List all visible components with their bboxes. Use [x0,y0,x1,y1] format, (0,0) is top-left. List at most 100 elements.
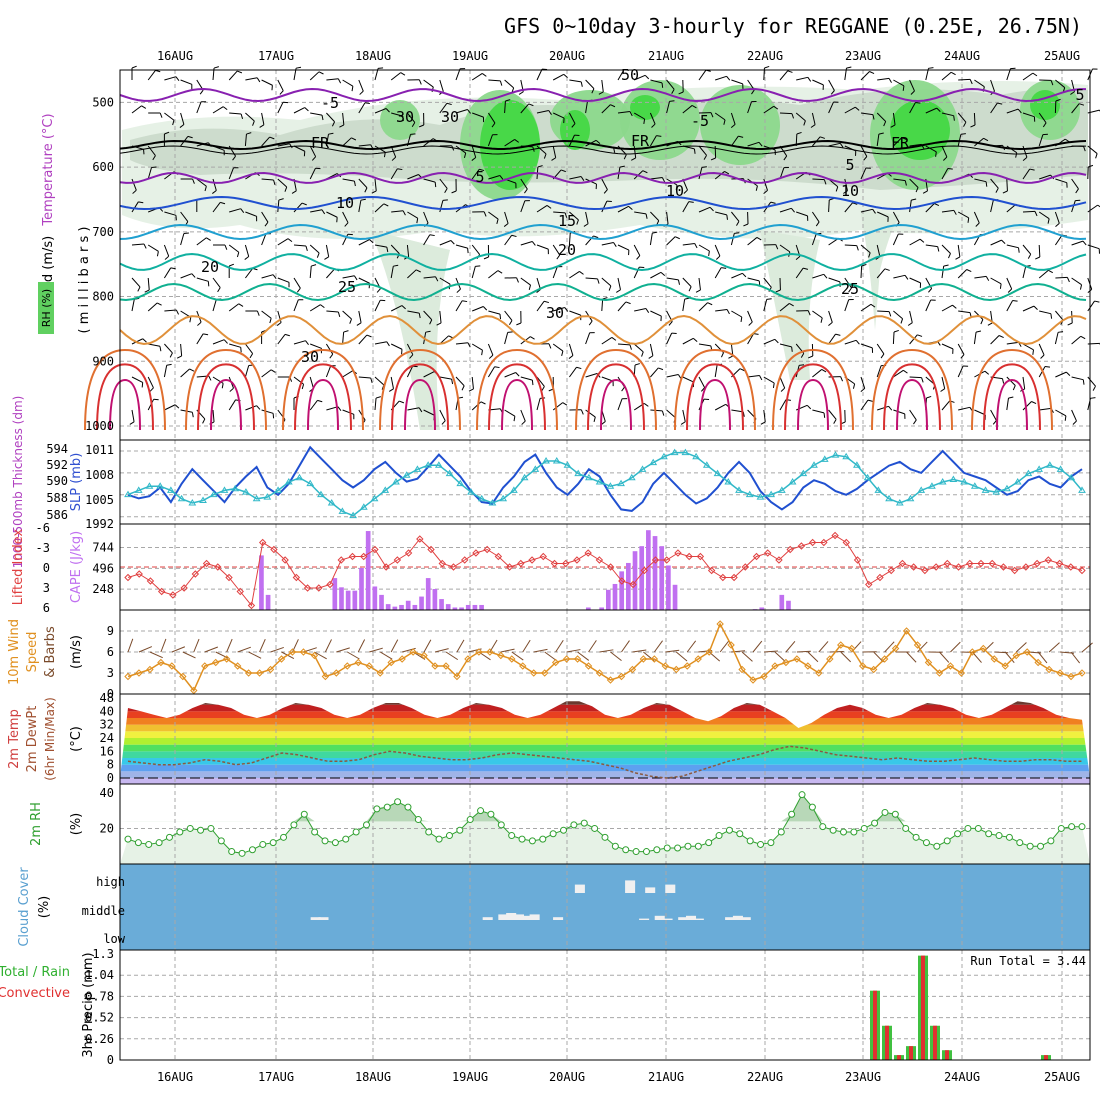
thickness-marker [402,471,411,478]
wind-barb-flag [997,102,1003,105]
wind-barb [536,376,545,387]
wind-barb [131,243,144,246]
wind-barb [325,343,334,355]
wind-barb [488,79,501,82]
wind-barb [439,102,448,114]
lifted-marker [326,580,334,589]
rh-marker [663,844,671,852]
cape-bar [259,555,264,610]
wind-barb [455,300,463,312]
lifted-marker [393,556,402,564]
thickness-line [127,451,1083,517]
wind-barb [147,302,158,312]
wind-barb [812,409,825,414]
wind-barb-flag [284,186,288,192]
wind-barb [488,310,501,315]
wind-barb-flag [791,113,795,119]
wind-barb [245,112,255,122]
wind-barb-flag [1033,305,1038,310]
wind-barb [244,365,250,378]
wind-barb [973,332,977,345]
cape-bar [265,594,271,610]
wind-barb-flag [808,355,814,359]
dewpoint-line [127,745,1082,779]
wind-barb-flag [467,109,471,114]
wind-barb [164,112,175,121]
lifted-marker [921,566,929,575]
wind-barb [439,376,452,380]
wind-barb-flag [491,122,496,128]
minmax-label: (6hr Min/Max) [43,697,57,781]
wind-barb-flag [1058,331,1064,333]
wind-barb [536,145,547,155]
wind-barb [909,277,921,284]
wind-barb [536,398,541,411]
wind-barb-flag [700,387,706,392]
wind-barb-flag [564,212,568,218]
wind-barb-flag [644,74,650,80]
wind-barb [714,112,726,121]
rh-marker [414,816,422,824]
lifted-marker [157,587,166,596]
surface-barb [522,639,531,653]
thickness-marker [820,455,829,462]
wind-barb-flag [755,185,758,191]
surface-barb [577,651,590,661]
wind-barb [714,171,725,180]
rh-marker [124,835,132,843]
wind-barb-flag [164,255,170,260]
wind-barb-flag [229,263,235,267]
wind-barb-flag [613,147,616,153]
wind-barb [925,244,938,248]
cape-bar [352,590,358,610]
lifted-marker [562,559,570,568]
wind-barb [649,233,653,246]
cape-bar [345,590,351,610]
wind-barb-flag [629,111,633,117]
wind-barb [747,277,760,282]
surface-barb [127,638,134,653]
cape-bar [659,546,665,610]
cape-tick-248: 248 [92,582,114,596]
lifted-marker [719,573,727,582]
wind-barb [358,334,368,345]
wind-barb [763,105,775,114]
thickness-marker [585,473,593,481]
wind-barb-flag [471,157,477,161]
surface-barb [259,639,266,653]
lifted-marker [887,566,895,575]
wind-barb-flag [631,157,636,161]
wind-barb [504,332,509,345]
wind-barb-flag [775,289,781,293]
wind-barb-flag [739,368,745,372]
wind-barb-flag [442,199,448,201]
wind-barb [585,409,596,418]
cape-bar [459,607,464,610]
wind-barb [958,406,971,411]
wind-barb-flag [456,288,461,293]
wind-barb-flag [359,90,364,95]
wind-barb [374,108,387,114]
wind-barb [811,211,820,223]
wind-barb [1055,409,1067,417]
wind-barb-flag [411,122,416,128]
wind-speed-marker [749,676,757,684]
rh-marker [777,828,785,836]
wind-speed-marker [387,658,395,667]
surface-barb [215,651,229,659]
cloud-middle-label: middle [82,904,125,918]
date-bottom-22AUG: 22AUG [747,1070,783,1084]
wind-barb-flag [399,400,405,404]
lifted-marker [629,580,637,589]
wind-barb-flag [1079,284,1083,290]
wind-barb-flag [191,412,194,418]
wind-barb [471,376,474,389]
wind-barb-flag [904,275,909,280]
wind-barb [990,178,999,189]
wind-barb-flag [503,223,509,227]
lifted-marker [236,587,244,596]
wind-barb [893,274,906,279]
wind-barb-flag [249,353,254,359]
surface-barb [599,649,614,653]
wind-barb [1022,343,1034,351]
